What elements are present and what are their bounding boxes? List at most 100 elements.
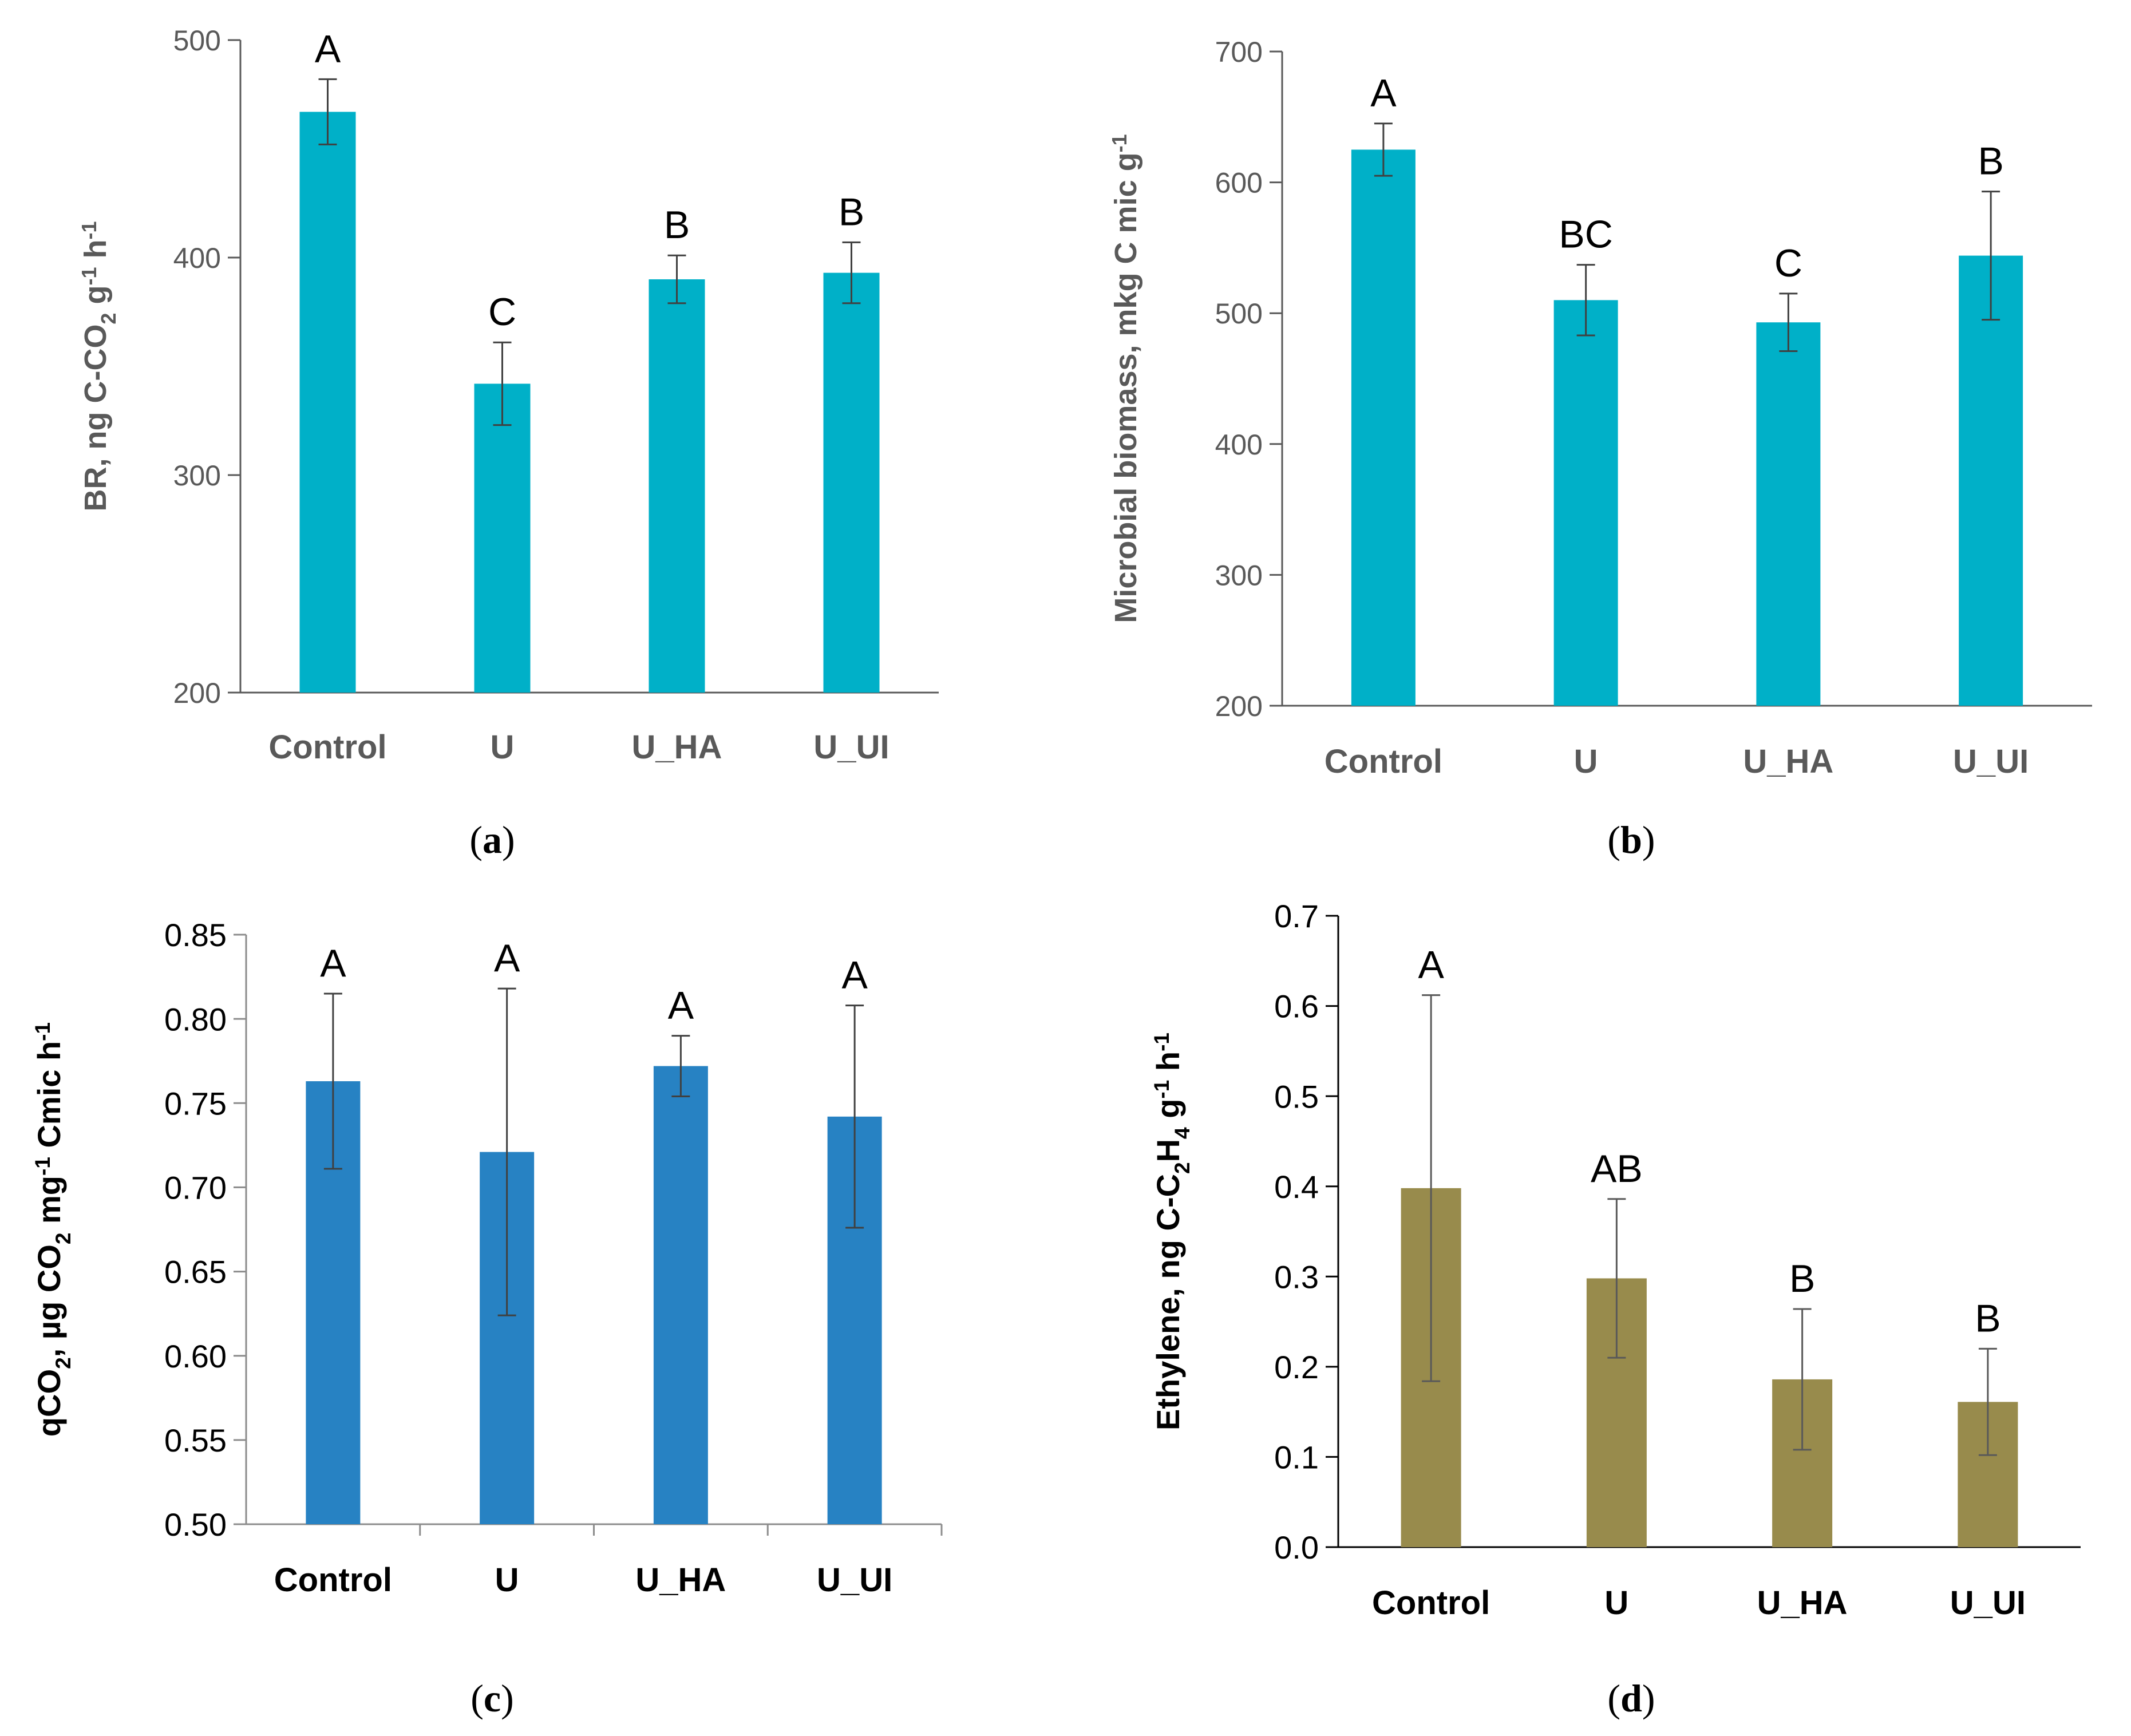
- category-label: U: [491, 729, 515, 766]
- y-axis-title-part: Microbial biomass, mkg C mic g: [1109, 152, 1143, 623]
- y-tick-label: 0.3: [1274, 1259, 1319, 1295]
- y-axis-title-part: BR, ng C-CO: [78, 325, 113, 512]
- y-tick-label: 0.50: [164, 1506, 227, 1543]
- category-label: U: [1574, 743, 1598, 780]
- y-tick-label: 0.4: [1274, 1169, 1319, 1205]
- y-tick-label: 0.5: [1274, 1078, 1319, 1114]
- y-tick-label: 0.80: [164, 1001, 227, 1037]
- bar-control: [1351, 149, 1416, 706]
- y-axis-title-part: 2: [97, 313, 120, 325]
- y-tick-label: 0.55: [164, 1422, 227, 1458]
- y-tick-label: 400: [173, 242, 221, 274]
- y-tick-label: 400: [1215, 429, 1263, 461]
- y-axis-title-part: -1: [77, 221, 101, 239]
- category-label: Control: [268, 729, 386, 766]
- y-axis-title-part: h: [1150, 1051, 1186, 1080]
- category-label: U_UI: [813, 729, 889, 766]
- significance-letter: A: [320, 942, 346, 985]
- panel-caption: (c): [471, 1676, 514, 1720]
- panel-caption: (d): [1607, 1676, 1655, 1720]
- significance-letter: B: [1975, 1296, 2000, 1340]
- significance-letter: A: [1418, 943, 1444, 987]
- y-axis-title-part: -1: [1150, 1033, 1173, 1051]
- bar-u-ha: [653, 1066, 708, 1524]
- y-axis-title-part: -1: [1108, 134, 1131, 152]
- significance-letter: C: [488, 290, 516, 334]
- category-label: U: [495, 1561, 519, 1599]
- y-axis-title-part: 4: [1171, 1127, 1194, 1139]
- chart-panel-d: 0.0 0.1 0.2 0.3 0.4 0.5 0.6 0.7 A Control AB U B U_HA…: [1150, 898, 2081, 1720]
- significance-letter: B: [664, 203, 690, 247]
- significance-letter: B: [1789, 1257, 1815, 1300]
- chart-panel-b: 200 300 400 500 600 700 A Control BC U C U_HA B U_UI M…: [1108, 36, 2092, 861]
- y-tick-label: 0.2: [1274, 1349, 1319, 1385]
- y-axis-title-part: -1: [31, 1157, 54, 1176]
- y-axis-title: qCO2, µg CO2 mg-1 Cmic h-1: [31, 1022, 75, 1437]
- category-label: U_HA: [635, 1561, 726, 1599]
- y-axis-title-part: 2: [52, 1357, 75, 1369]
- bar-u-ha: [1756, 322, 1821, 706]
- significance-letter: A: [494, 936, 520, 980]
- significance-letter: C: [1774, 242, 1802, 285]
- bar-u-ui: [823, 272, 880, 693]
- y-axis-title-part: g: [1150, 1099, 1186, 1128]
- panel-letter: c: [484, 1676, 501, 1720]
- bar-u: [474, 383, 531, 693]
- y-tick-label: 600: [1215, 167, 1263, 199]
- y-axis-title: BR, ng C-CO2 g-1 h-1: [77, 221, 120, 511]
- category-label: U_UI: [1953, 743, 2029, 780]
- panel-letter: b: [1620, 818, 1642, 861]
- bar-u-ha: [649, 279, 705, 693]
- significance-letter: B: [1978, 140, 2003, 183]
- y-axis-title-part: 2: [52, 1233, 75, 1245]
- y-axis-title-part: mg: [31, 1176, 67, 1233]
- category-label: Control: [1325, 743, 1442, 780]
- y-tick-label: 500: [1215, 298, 1263, 330]
- bar-control: [299, 112, 356, 693]
- y-tick-label: 0.65: [164, 1254, 227, 1290]
- category-label: U_HA: [1743, 743, 1833, 780]
- y-axis-title: Ethylene, ng C-C2H4 g-1 h-1: [1150, 1033, 1194, 1430]
- bar-u-ui: [1959, 255, 2023, 706]
- bar-u: [1553, 300, 1618, 706]
- y-tick-label: 200: [173, 677, 221, 709]
- y-axis-title-part: -1: [1150, 1080, 1173, 1099]
- y-axis-title-part: 2: [1171, 1162, 1194, 1174]
- category-label: U_UI: [1950, 1584, 2026, 1622]
- chart-panel-a: 200 300 400 500 A Control C U B U_HA B U_UI BR, ng C…: [77, 25, 939, 861]
- y-axis-title-part: qCO: [31, 1369, 67, 1437]
- significance-letter: B: [839, 190, 864, 234]
- y-tick-label: 0.1: [1274, 1440, 1319, 1476]
- y-axis-title-part: -1: [31, 1022, 54, 1041]
- significance-letter: BC: [1559, 213, 1612, 256]
- y-tick-label: 0.75: [164, 1085, 227, 1121]
- y-axis-title-part: Ethylene, ng C-C: [1150, 1174, 1186, 1430]
- y-tick-label: 0.7: [1274, 898, 1319, 934]
- category-label: Control: [274, 1561, 392, 1599]
- y-tick-label: 0.70: [164, 1170, 227, 1206]
- chart-panel-c: 0.50 0.55 0.60 0.65 0.70 0.75 0.80 0.85 A Control…: [31, 917, 943, 1720]
- significance-letter: A: [1370, 72, 1397, 115]
- y-axis-title-part: -1: [77, 267, 101, 286]
- panel-caption: (a): [469, 818, 515, 861]
- category-label: Control: [1372, 1584, 1490, 1622]
- significance-letter: A: [315, 27, 341, 70]
- category-label: U: [1604, 1584, 1628, 1622]
- category-label: U_HA: [632, 729, 722, 766]
- y-axis-title-part: h: [78, 240, 113, 267]
- y-tick-label: 0.60: [164, 1338, 227, 1374]
- y-tick-label: 300: [173, 460, 221, 492]
- y-tick-label: 700: [1215, 36, 1263, 68]
- category-label: U_UI: [817, 1561, 892, 1599]
- panel-letter: d: [1620, 1676, 1642, 1720]
- y-tick-label: 500: [173, 25, 221, 57]
- significance-letter: A: [841, 954, 868, 997]
- y-axis-title-part: H: [1150, 1139, 1186, 1162]
- y-axis-title-part: g: [78, 286, 113, 313]
- significance-letter: A: [668, 984, 694, 1027]
- panel-caption: (b): [1607, 818, 1655, 861]
- y-tick-label: 0.6: [1274, 988, 1319, 1025]
- y-tick-label: 0.0: [1274, 1529, 1319, 1565]
- y-tick-label: 200: [1215, 690, 1263, 722]
